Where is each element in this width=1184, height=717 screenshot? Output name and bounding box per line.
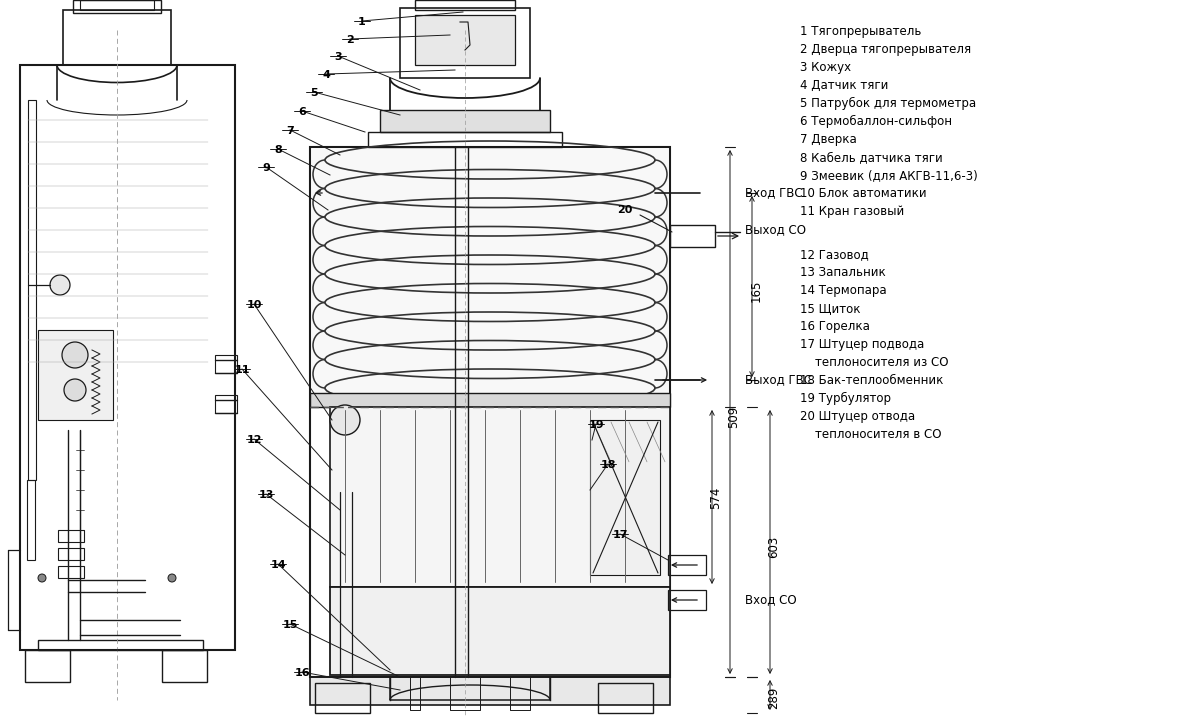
Text: 17 Штуцер подвода: 17 Штуцер подвода bbox=[800, 338, 925, 351]
Text: 19 Турбулятор: 19 Турбулятор bbox=[800, 392, 892, 405]
Text: Выход СО: Выход СО bbox=[745, 224, 806, 237]
Text: 6: 6 bbox=[298, 107, 305, 117]
Circle shape bbox=[38, 574, 46, 582]
Bar bbox=[25, 650, 70, 682]
Bar bbox=[310, 393, 670, 407]
Text: 4: 4 bbox=[322, 70, 330, 80]
Bar bbox=[332, 588, 358, 602]
Text: 11: 11 bbox=[234, 365, 250, 375]
Text: 12: 12 bbox=[246, 435, 262, 445]
Bar bbox=[330, 407, 670, 587]
Bar bbox=[81, 0, 154, 10]
Bar bbox=[58, 566, 84, 578]
Bar bbox=[162, 650, 207, 682]
Text: Вход СО: Вход СО bbox=[745, 594, 797, 607]
Bar bbox=[313, 149, 668, 395]
Bar bbox=[368, 132, 562, 147]
Bar bbox=[416, 15, 515, 65]
Circle shape bbox=[168, 574, 176, 582]
Text: 16 Горелка: 16 Горелка bbox=[800, 320, 870, 333]
Circle shape bbox=[50, 275, 70, 295]
Text: 10 Блок автоматики: 10 Блок автоматики bbox=[800, 187, 927, 200]
Text: 8 Кабель датчика тяги: 8 Кабель датчика тяги bbox=[800, 151, 942, 164]
Bar bbox=[400, 8, 530, 78]
Bar bbox=[215, 395, 237, 413]
Text: 12 Газовод: 12 Газовод bbox=[800, 248, 869, 261]
Text: 509: 509 bbox=[727, 406, 740, 428]
Bar bbox=[27, 480, 36, 560]
Text: 2 Дверца тягопрерывателя: 2 Дверца тягопрерывателя bbox=[800, 43, 971, 56]
Text: 1: 1 bbox=[358, 17, 366, 27]
Bar bbox=[310, 147, 670, 677]
Text: 2: 2 bbox=[346, 35, 354, 45]
Bar bbox=[332, 437, 359, 467]
Bar bbox=[670, 225, 715, 247]
Text: 9 Змеевик (для АКГВ-11,6-3): 9 Змеевик (для АКГВ-11,6-3) bbox=[800, 169, 978, 182]
Text: 165: 165 bbox=[749, 280, 762, 302]
Text: Вход ГВС: Вход ГВС bbox=[745, 186, 803, 199]
Text: 574: 574 bbox=[709, 487, 722, 509]
Text: 18 Бак-теплообменник: 18 Бак-теплообменник bbox=[800, 374, 944, 387]
Text: 15 Щиток: 15 Щиток bbox=[800, 302, 861, 315]
Text: 3: 3 bbox=[334, 52, 342, 62]
Text: 11 Кран газовый: 11 Кран газовый bbox=[800, 205, 905, 218]
Bar bbox=[28, 100, 36, 480]
Bar bbox=[668, 590, 706, 610]
Text: 8: 8 bbox=[275, 145, 282, 155]
Bar bbox=[380, 110, 551, 132]
Text: 3 Кожух: 3 Кожух bbox=[800, 61, 851, 74]
Bar bbox=[332, 510, 358, 524]
Bar bbox=[332, 536, 358, 550]
Bar bbox=[215, 355, 237, 373]
Text: 19: 19 bbox=[588, 420, 604, 430]
Text: 13: 13 bbox=[258, 490, 274, 500]
Text: 14 Термопара: 14 Термопара bbox=[800, 284, 887, 297]
Circle shape bbox=[64, 379, 86, 401]
Text: теплоносителя в СО: теплоносителя в СО bbox=[800, 428, 941, 441]
Text: 1 Тягопрерыватель: 1 Тягопрерыватель bbox=[800, 25, 921, 38]
Bar bbox=[38, 330, 112, 420]
Bar bbox=[73, 0, 161, 13]
Bar bbox=[668, 555, 706, 575]
Text: 18: 18 bbox=[600, 460, 616, 470]
Bar bbox=[332, 470, 359, 492]
Text: 17: 17 bbox=[612, 530, 628, 540]
Bar bbox=[590, 420, 659, 575]
Bar bbox=[330, 587, 670, 675]
Text: 20 Штуцер отвода: 20 Штуцер отвода bbox=[800, 410, 915, 423]
Circle shape bbox=[62, 342, 88, 368]
Bar bbox=[58, 548, 84, 560]
Bar bbox=[63, 10, 170, 65]
Text: 603: 603 bbox=[767, 536, 780, 558]
Text: 7: 7 bbox=[287, 126, 294, 136]
Text: 7 Дверка: 7 Дверка bbox=[800, 133, 857, 146]
Bar bbox=[38, 640, 202, 650]
Text: 4 Датчик тяги: 4 Датчик тяги bbox=[800, 79, 888, 92]
Text: 10: 10 bbox=[246, 300, 262, 310]
Bar bbox=[310, 677, 670, 705]
Bar bbox=[315, 683, 369, 713]
Bar bbox=[20, 65, 234, 650]
Text: 15: 15 bbox=[282, 620, 297, 630]
Bar bbox=[598, 683, 654, 713]
Text: 16: 16 bbox=[294, 668, 310, 678]
Text: 14: 14 bbox=[270, 560, 285, 570]
Bar bbox=[416, 0, 515, 10]
Text: 6 Термобаллон-сильфон: 6 Термобаллон-сильфон bbox=[800, 115, 952, 128]
Bar bbox=[58, 530, 84, 542]
Bar bbox=[332, 562, 358, 576]
Bar bbox=[332, 614, 358, 628]
Text: 5 Патрубок для термометра: 5 Патрубок для термометра bbox=[800, 97, 976, 110]
Text: 13 Запальник: 13 Запальник bbox=[800, 266, 886, 279]
Text: 5: 5 bbox=[310, 88, 317, 98]
Text: 289: 289 bbox=[767, 687, 780, 709]
Text: теплоносителя из СО: теплоносителя из СО bbox=[800, 356, 948, 369]
Circle shape bbox=[330, 405, 360, 435]
Text: 9: 9 bbox=[262, 163, 270, 173]
Text: Выход ГВС: Выход ГВС bbox=[745, 374, 812, 386]
Text: 20: 20 bbox=[617, 205, 632, 215]
